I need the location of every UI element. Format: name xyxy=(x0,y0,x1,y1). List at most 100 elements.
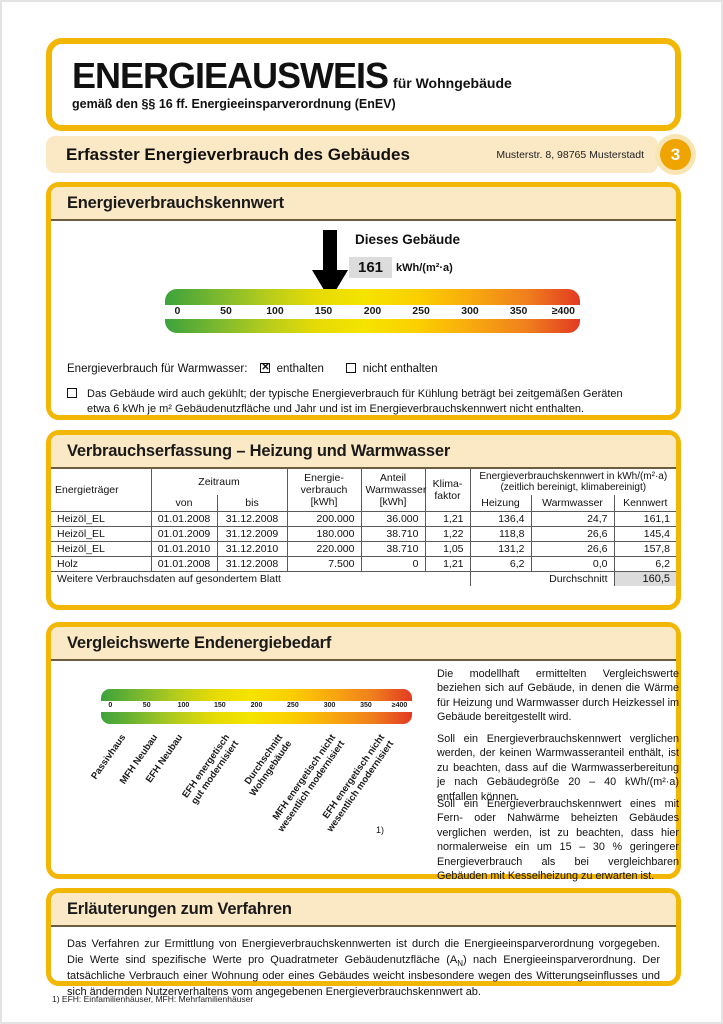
document-subtitle: gemäß den §§ 16 ff. Energieeinsparverord… xyxy=(72,97,396,111)
cell-heizung: 6,2 xyxy=(469,556,532,572)
cooling-note-row: Das Gebäude wird auch gekühlt; der typis… xyxy=(67,387,657,417)
verbrauch-box: Verbrauchserfassung – Heizung und Warmwa… xyxy=(46,430,681,610)
kennwert-box-header: Energieverbrauchskennwert xyxy=(51,187,676,221)
scale-tick: ≥400 xyxy=(551,305,576,317)
cell-energietraeger: Holz xyxy=(51,556,152,572)
cell-von: 01.01.2008 xyxy=(150,556,218,572)
scale-tick: 100 xyxy=(266,305,284,317)
energy-scale-bar: 0 50 100 150 200 250 300 350 ≥400 xyxy=(165,289,580,333)
document-title: ENERGIEAUSWEIS xyxy=(72,55,389,96)
cell-bis: 31.12.2008 xyxy=(216,511,288,527)
erlaeuterungen-box-header: Erläuterungen zum Verfahren xyxy=(51,893,676,927)
cell-von: 01.01.2008 xyxy=(150,511,218,527)
cell-heizung: 136,4 xyxy=(469,511,532,527)
cell-von: 01.01.2009 xyxy=(150,526,218,542)
cooling-note-line1: Das Gebäude wird auch gekühlt; der typis… xyxy=(87,388,623,400)
page-footnote: 1) EFH: Einfamilienhäuser, MFH: Mehrfami… xyxy=(52,994,254,1004)
col-header-bis: bis xyxy=(216,495,288,512)
scale-tick: 350 xyxy=(509,305,528,317)
col-header-anteil-warmwasser: Anteil Warmwasser [kWh] xyxy=(360,469,426,512)
scale-tick: 250 xyxy=(287,702,299,709)
this-building-value: 161 xyxy=(349,257,393,278)
scale-tick: 150 xyxy=(314,305,333,317)
erlaeuterungen-box: Erläuterungen zum Verfahren Das Verfahre… xyxy=(46,888,681,998)
cell-verbrauch: 220.000 xyxy=(286,541,362,557)
col-header-von: von xyxy=(151,495,218,512)
checkbox-cooling[interactable] xyxy=(67,388,77,398)
verbrauch-table: Energieträger Zeitraum Energie- verbrauc… xyxy=(51,469,677,586)
table-row: Heizöl_EL 01.01.2010 31.12.2010 220.000 … xyxy=(51,541,677,557)
warmwasser-option-row: Energieverbrauch für Warmwasser: enthalt… xyxy=(67,362,438,376)
table-footer-row: Weitere Verbrauchsdaten auf gesondertem … xyxy=(51,571,677,586)
comparison-scale-tick-band: 0 50 100 150 200 250 300 350 ≥400 xyxy=(101,701,412,712)
col-header-klimafaktor: Klima- faktor xyxy=(424,469,471,512)
cell-verbrauch: 180.000 xyxy=(286,526,362,542)
comparison-paragraph: Soll ein Energieverbrauchskennwert eines… xyxy=(437,798,679,883)
cell-anteil: 0 xyxy=(360,556,426,572)
erlaeuterungen-text: Das Verfahren zur Ermittlung von Energie… xyxy=(51,927,676,1010)
erlaeuterungen-box-title: Erläuterungen zum Verfahren xyxy=(67,900,292,918)
scale-tick: 200 xyxy=(250,702,263,709)
average-value: 160,5 xyxy=(613,571,677,586)
comparison-paragraph: Soll ein Energieverbrauchskennwert vergl… xyxy=(437,733,679,803)
section-bar-title: Erfasster Energieverbrauch des Gebäudes xyxy=(66,144,410,164)
cell-bis: 31.12.2009 xyxy=(216,526,288,542)
erlaeuterungen-text-part2: ) nach Energieeinsparverordnung. Der tat… xyxy=(67,953,661,998)
table-row: Holz 01.01.2008 31.12.2008 7.500 0 1,21 … xyxy=(51,556,677,572)
page-number-badge: 3 xyxy=(660,139,691,170)
scale-tick: 150 xyxy=(213,702,226,709)
scale-tick: 300 xyxy=(323,702,336,709)
warmwasser-label: Energieverbrauch für Warmwasser: xyxy=(67,363,248,375)
verbrauch-box-header: Verbrauchserfassung – Heizung und Warmwa… xyxy=(51,435,676,469)
cell-heizung: 131,2 xyxy=(469,541,532,557)
cell-energietraeger: Heizöl_EL xyxy=(51,526,152,542)
scale-tick: 100 xyxy=(177,702,190,709)
checkbox-nicht-enthalten-label: nicht enthalten xyxy=(362,363,438,375)
cell-anteil: 38.710 xyxy=(360,541,426,557)
cell-warmwasser: 26,6 xyxy=(530,541,615,557)
col-header-zeitraum: Zeitraum xyxy=(150,469,288,495)
scale-tick: 250 xyxy=(412,305,430,317)
section-bar: Erfasster Energieverbrauch des Gebäudes … xyxy=(46,136,658,173)
cooling-note-line2: etwa 6 kWh je m² Gebäudenutzfläche und J… xyxy=(87,402,585,415)
document-title-suffix: für Wohngebäude xyxy=(393,75,512,91)
cell-anteil: 36.000 xyxy=(360,511,426,527)
cell-kennwert: 145,4 xyxy=(613,526,677,542)
cell-warmwasser: 0,0 xyxy=(530,556,615,572)
comparison-paragraph: Die modellhaft ermittelten Vergleichswer… xyxy=(437,668,679,724)
kennwert-box-title: Energieverbrauchskennwert xyxy=(67,194,284,212)
erlaeuterungen-text-part1: Das Verfahren zur Ermittlung von Energie… xyxy=(67,938,660,966)
cell-bis: 31.12.2008 xyxy=(216,556,288,572)
col-header-energietraeger: Energieträger xyxy=(51,469,152,512)
verbrauch-box-title: Verbrauchserfassung – Heizung und Warmwa… xyxy=(67,442,451,460)
col-header-kennwert: Kennwert xyxy=(613,495,677,512)
this-building-arrow-icon xyxy=(312,230,348,300)
scale-tick: 350 xyxy=(360,702,372,709)
average-label: Durchschnitt xyxy=(470,571,615,586)
erlaeuterungen-text-sub: N xyxy=(457,958,464,968)
checkbox-nicht-enthalten[interactable] xyxy=(346,363,357,373)
energy-scale-tick-band: 0 50 100 150 200 250 300 350 ≥400 xyxy=(165,305,580,319)
col-header-heizung: Heizung xyxy=(469,495,532,512)
checkbox-enthalten[interactable] xyxy=(260,362,271,373)
kennwert-box: Energieverbrauchskennwert Dieses Gebäude… xyxy=(46,182,681,420)
scale-tick: 0 xyxy=(108,702,113,709)
cell-warmwasser: 24,7 xyxy=(530,511,615,527)
comparison-scale-bar: 0 50 100 150 200 250 300 350 ≥400 xyxy=(101,689,412,724)
cell-von: 01.01.2010 xyxy=(150,541,218,557)
cell-klimafaktor: 1,21 xyxy=(424,511,471,527)
cell-kennwert: 161,1 xyxy=(613,511,677,527)
scale-tick: 300 xyxy=(461,305,479,317)
this-building-unit: kWh/(m²·a) xyxy=(396,262,453,274)
scale-tick: 50 xyxy=(220,305,232,317)
scale-tick: ≥400 xyxy=(391,702,408,709)
scale-tick: 50 xyxy=(142,702,151,709)
table-row: Heizöl_EL 01.01.2008 31.12.2008 200.000 … xyxy=(51,511,677,527)
col-header-energieverbrauch: Energie- verbrauch [kWh] xyxy=(286,469,362,512)
vergleich-box-header: Vergleichswerte Endenergiebedarf xyxy=(51,627,676,661)
building-address: Musterstr. 8, 98765 Musterstadt xyxy=(496,148,644,161)
footnote-marker: 1) xyxy=(376,825,385,835)
document-header: ENERGIEAUSWEIS für Wohngebäude gemäß den … xyxy=(46,38,681,131)
footer-note: Weitere Verbrauchsdaten auf gesondertem … xyxy=(51,571,471,586)
